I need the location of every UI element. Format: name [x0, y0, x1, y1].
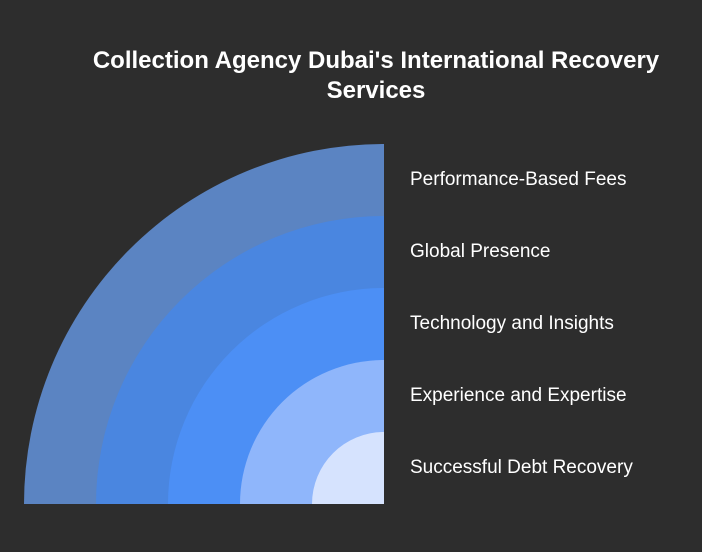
label-performance-based-fees: Performance-Based Fees: [410, 169, 627, 190]
label-global-presence: Global Presence: [410, 241, 551, 262]
label-technology-and-insights: Technology and Insights: [410, 313, 614, 334]
arc-layer-successful-debt-recovery: [312, 432, 384, 504]
label-experience-and-expertise: Experience and Expertise: [410, 385, 627, 406]
page-title: Collection Agency Dubai's International …: [92, 47, 660, 104]
label-successful-debt-recovery: Successful Debt Recovery: [410, 457, 633, 478]
